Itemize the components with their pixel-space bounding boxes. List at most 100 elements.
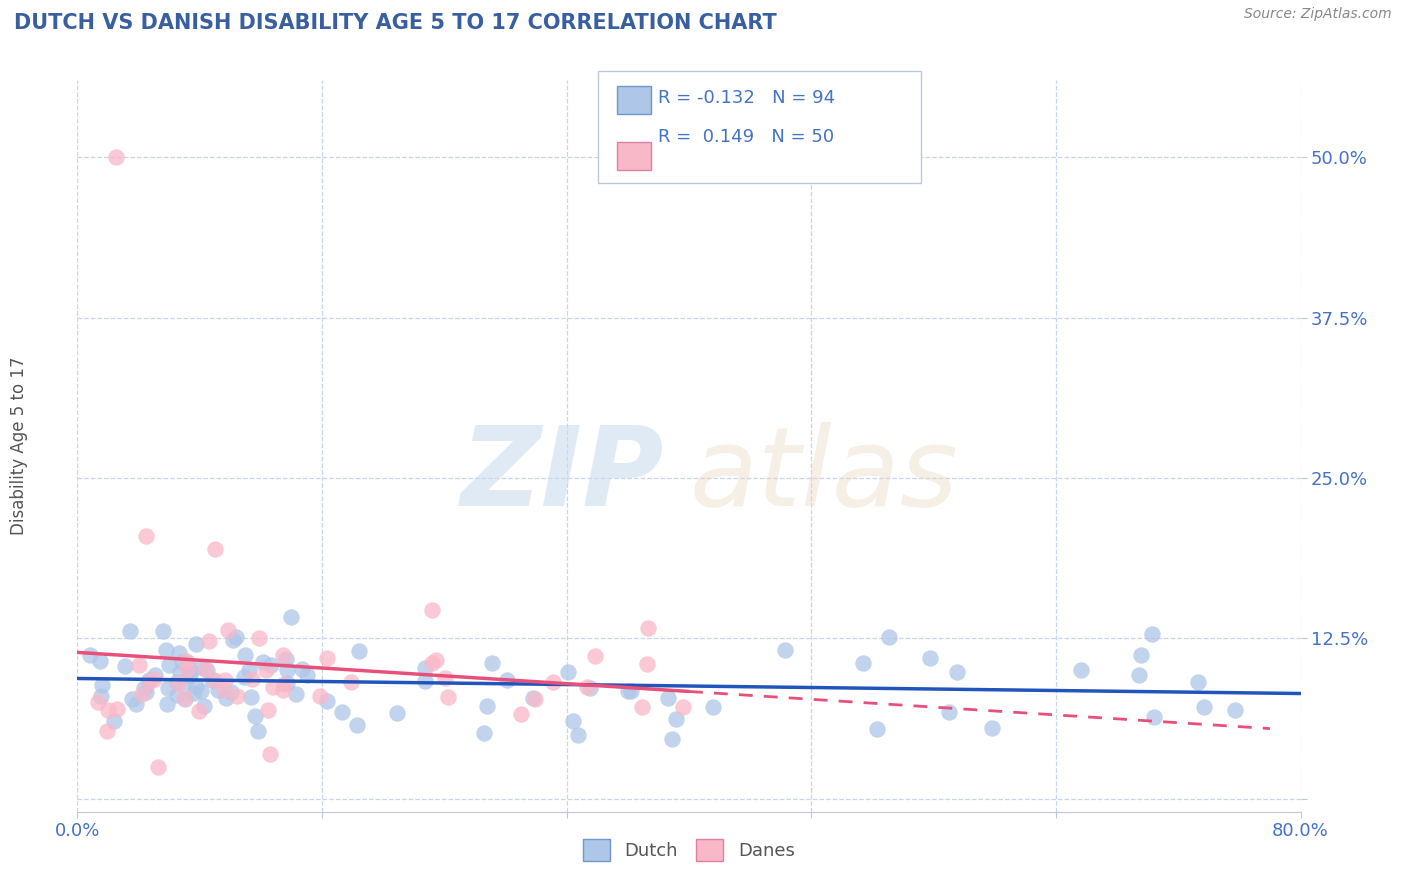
Point [1140, 627, 1163, 641]
Point [146, 760, 169, 774]
Point [702, 699, 724, 714]
Point [274, 652, 297, 666]
Point [866, 722, 889, 736]
Point [238, 664, 260, 678]
Point [252, 655, 274, 669]
Point [143, 668, 166, 682]
Point [97, 703, 120, 717]
Point [413, 674, 436, 689]
Point [579, 681, 602, 696]
Point [204, 541, 226, 556]
Point [225, 690, 247, 704]
Point [135, 529, 157, 543]
Point [1194, 699, 1216, 714]
Point [617, 684, 640, 698]
Point [773, 643, 796, 657]
Point [217, 623, 239, 637]
Point [877, 630, 900, 644]
Point [120, 624, 142, 639]
Point [156, 697, 179, 711]
Point [222, 633, 245, 648]
Point [184, 679, 207, 693]
Point [657, 691, 679, 706]
Point [240, 672, 263, 686]
Point [167, 646, 190, 660]
Point [271, 648, 294, 662]
Point [276, 676, 298, 690]
Text: atlas: atlas [689, 422, 957, 529]
Point [174, 674, 197, 689]
Point [201, 673, 224, 687]
Point [159, 657, 181, 672]
Point [96, 724, 118, 739]
Point [177, 669, 200, 683]
Point [233, 670, 256, 684]
Point [510, 707, 533, 722]
Point [183, 686, 205, 700]
Point [575, 680, 598, 694]
Point [981, 721, 1004, 735]
Point [190, 683, 212, 698]
Point [125, 698, 148, 712]
Point [852, 657, 875, 671]
Point [522, 690, 544, 705]
Point [340, 674, 363, 689]
Point [193, 699, 215, 714]
Point [260, 657, 283, 672]
Point [247, 632, 270, 646]
Point [918, 650, 941, 665]
Point [637, 621, 659, 635]
Point [636, 657, 658, 671]
Point [413, 661, 436, 675]
Point [330, 705, 353, 719]
Point [156, 681, 179, 696]
Point [254, 663, 277, 677]
Point [166, 675, 188, 690]
Point [176, 655, 198, 669]
Point [174, 691, 197, 706]
Point [425, 653, 447, 667]
Point [280, 610, 302, 624]
Point [214, 690, 236, 705]
Point [276, 663, 298, 677]
Point [180, 665, 202, 679]
Point [89, 654, 111, 668]
Point [291, 662, 314, 676]
Point [567, 728, 589, 742]
Point [176, 654, 198, 668]
Point [246, 723, 269, 738]
Point [257, 703, 280, 717]
Point [225, 631, 247, 645]
Point [945, 665, 967, 679]
Point [620, 684, 643, 698]
Point [240, 690, 263, 704]
Point [152, 624, 174, 638]
Point [472, 726, 495, 740]
Point [385, 706, 408, 721]
Point [245, 708, 267, 723]
Point [661, 731, 683, 746]
Point [114, 659, 136, 673]
Point [172, 655, 194, 669]
Text: Source: ZipAtlas.com: Source: ZipAtlas.com [1244, 7, 1392, 21]
Point [273, 676, 295, 690]
Point [142, 673, 165, 687]
Point [1223, 703, 1246, 717]
Legend: Dutch, Danes: Dutch, Danes [576, 832, 801, 869]
Text: ZIP: ZIP [461, 422, 665, 529]
Point [135, 685, 157, 699]
Point [433, 671, 456, 685]
Point [138, 674, 160, 689]
Point [131, 687, 153, 701]
Point [121, 692, 143, 706]
Point [297, 668, 319, 682]
Point [262, 680, 284, 694]
Point [630, 699, 652, 714]
Point [1070, 663, 1092, 677]
Point [938, 705, 960, 719]
Text: R =  0.149   N = 50: R = 0.149 N = 50 [658, 128, 834, 145]
Point [197, 634, 219, 648]
Point [1128, 668, 1150, 682]
Point [524, 691, 547, 706]
Point [90, 690, 112, 704]
